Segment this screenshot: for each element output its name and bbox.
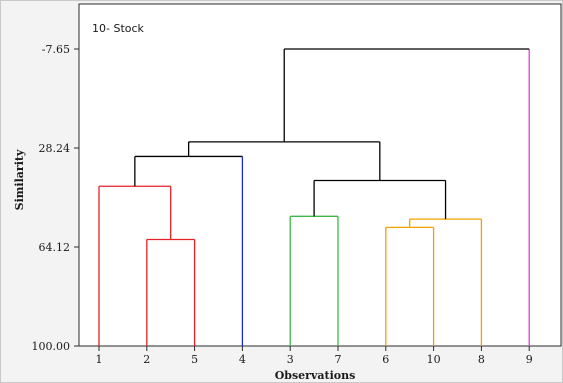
plot-area [78,3,562,347]
y-tick-label: 64.12 [39,241,71,254]
x-axis: 1 2 5 4 3 7 6 10 8 9 [96,346,533,366]
x-tick-label: 10 [427,353,441,366]
x-axis-title: Observations [275,369,356,382]
x-tick-label: 8 [478,353,485,366]
dendrogram-links [98,48,530,346]
x-tick-label: 7 [335,353,342,366]
y-tick-label: 100.00 [32,340,71,353]
y-axis: -7.65 28.24 64.12 100.00 [32,43,79,353]
x-tick-label: 4 [239,353,246,366]
y-tick-label: -7.65 [42,43,70,56]
x-tick-label: 9 [526,353,533,366]
plot-title: 10- Stock [92,22,145,35]
x-tick-label: 6 [382,353,389,366]
x-tick-label: 5 [191,353,198,366]
x-tick-label: 3 [287,353,294,366]
x-tick-label: 1 [96,353,103,366]
x-tick-label: 2 [143,353,150,366]
y-tick-label: 28.24 [39,142,71,155]
y-axis-title: Similarity [13,149,26,210]
